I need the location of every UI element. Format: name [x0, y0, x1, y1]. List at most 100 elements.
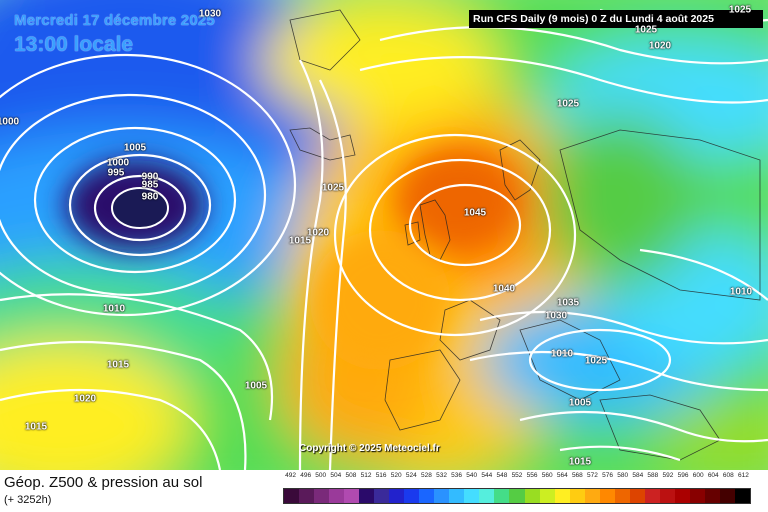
legend-swatch: [539, 489, 555, 503]
isobars: [0, 8, 768, 470]
legend-tick: 592: [662, 472, 674, 479]
legend-tick: 548: [496, 472, 508, 479]
legend-tick: 576: [602, 472, 614, 479]
legend-swatch: [689, 489, 705, 503]
pressure-label: 1010: [550, 348, 574, 360]
legend-tick: 584: [632, 472, 644, 479]
pressure-label: 1015: [24, 421, 48, 433]
legend-swatch: [284, 489, 300, 503]
legend-swatch: [314, 489, 330, 503]
pressure-label: 980: [141, 191, 159, 203]
local-time: 13:00 locale: [14, 33, 134, 56]
legend-swatch: [674, 489, 690, 503]
legend-swatch: [299, 489, 315, 503]
legend-swatch: [629, 489, 645, 503]
pressure-label: 1025: [556, 98, 580, 110]
pressure-label: 1000: [106, 157, 130, 169]
pressure-label: 1015: [568, 456, 592, 468]
legend-swatch: [524, 489, 540, 503]
pressure-label: 990: [141, 171, 159, 183]
pressure-label: 1025: [634, 24, 658, 36]
pressure-label: 985: [141, 179, 159, 191]
legend-tick: 596: [677, 472, 689, 479]
forecast-date: Mercredi 17 décembre 2025: [14, 12, 215, 29]
legend-swatch: [449, 489, 465, 503]
legend-swatch: [644, 489, 660, 503]
legend-swatch: [584, 489, 600, 503]
legend-swatch: [464, 489, 480, 503]
legend-tick-labels: 492 496 500 504 508 512 516 520 524 528 532 536 540 5…: [283, 472, 751, 484]
legend-swatch: [659, 489, 675, 503]
legend-tick: 544: [481, 472, 493, 479]
legend-tick: 560: [541, 472, 553, 479]
legend-tick: 524: [405, 472, 417, 479]
legend-tick: 588: [647, 472, 659, 479]
legend-swatch: [404, 489, 420, 503]
pressure-label: 1005: [568, 397, 592, 409]
pressure-label: 1025: [728, 4, 752, 16]
legend-swatch: [389, 489, 405, 503]
pressure-label: 1035: [556, 297, 580, 309]
legend-swatch: [359, 489, 375, 503]
pressure-label: 1015: [288, 235, 312, 247]
pressure-label: 1020: [306, 227, 330, 239]
forecast-offset: (+ 3252h): [4, 494, 52, 506]
chart-title: Géop. Z500 & pression au sol: [4, 474, 203, 491]
legend-tick: 536: [451, 472, 463, 479]
legend-swatch: [419, 489, 435, 503]
legend-tick: 500: [315, 472, 327, 479]
pressure-label: 1010: [729, 286, 753, 298]
legend-swatch: [734, 489, 750, 503]
legend-swatch: [719, 489, 735, 503]
pressure-label: 1005: [123, 142, 147, 154]
legend-tick: 600: [692, 472, 704, 479]
legend-tick: 552: [511, 472, 523, 479]
legend-swatch: [434, 489, 450, 503]
pressure-label: 1020: [73, 393, 97, 405]
pressure-label: 1025: [321, 182, 345, 194]
pressure-label: 1025: [584, 355, 608, 367]
legend-swatch: [374, 489, 390, 503]
legend-swatch: [329, 489, 345, 503]
legend-swatch: [704, 489, 720, 503]
legend-tick: 612: [738, 472, 749, 479]
legend-tick: 516: [375, 472, 387, 479]
geopotential-map: [0, 0, 768, 470]
legend-swatch: [509, 489, 525, 503]
legend-tick: 508: [345, 472, 357, 479]
pressure-label: 1005: [244, 380, 268, 392]
legend-tick: 492: [285, 472, 296, 479]
legend-swatch: [599, 489, 615, 503]
legend-tick: 496: [300, 472, 312, 479]
legend-swatch: [614, 489, 630, 503]
pressure-label: 1045: [463, 207, 487, 219]
pressure-label: 1020: [648, 40, 672, 52]
run-info-banner: Run CFS Daily (9 mois) 0 Z du Lundi 4 ao…: [469, 10, 763, 28]
legend-tick: 540: [466, 472, 478, 479]
pressure-label: 995: [107, 167, 125, 179]
legend-tick: 520: [390, 472, 402, 479]
copyright-notice: Copyright © 2025 Meteociel.fr: [299, 443, 440, 454]
footer-bar: Géop. Z500 & pression au sol (+ 3252h) 4…: [0, 470, 768, 512]
legend-tick: 572: [587, 472, 598, 479]
legend-swatch: [494, 489, 510, 503]
pressure-label: 1030: [544, 310, 568, 322]
legend-tick: 580: [617, 472, 629, 479]
legend-tick: 604: [707, 472, 719, 479]
legend-tick: 564: [556, 472, 568, 479]
legend-swatch: [344, 489, 360, 503]
coastlines: [289, 9, 761, 461]
legend-swatch: [479, 489, 495, 503]
legend-tick: 608: [722, 472, 734, 479]
pressure-label: 1000: [0, 116, 20, 128]
legend-tick: 504: [330, 472, 342, 479]
pressure-label: 1040: [492, 283, 516, 295]
legend-swatch: [554, 489, 570, 503]
pressure-label: 1010: [102, 303, 126, 315]
pressure-label: 1030: [198, 8, 222, 20]
legend-swatch: [569, 489, 585, 503]
legend-tick: 568: [571, 472, 583, 479]
color-legend: [283, 488, 751, 504]
pressure-label: 1015: [106, 359, 130, 371]
